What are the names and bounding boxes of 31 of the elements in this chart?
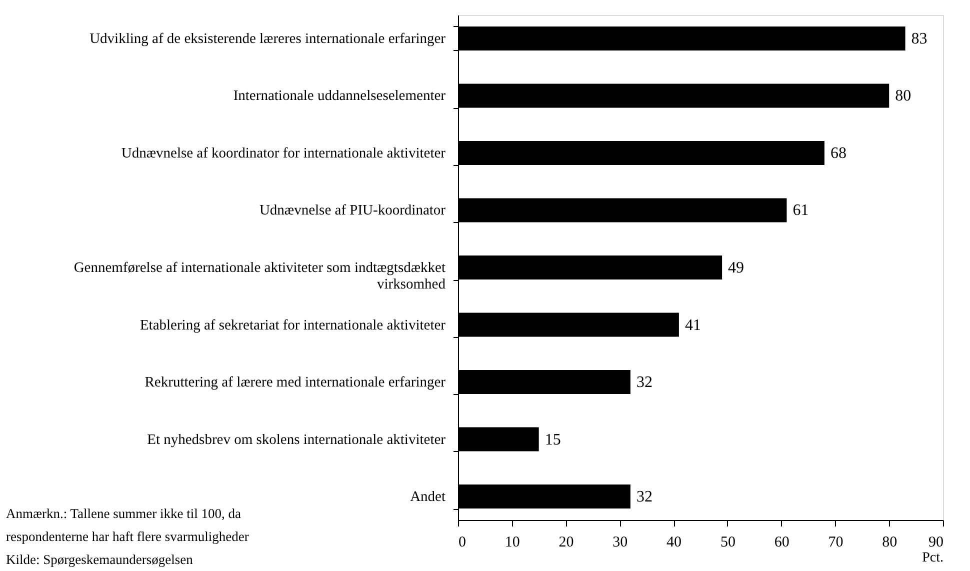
y-tick-label: Udnævnelse af PIU-koordinator	[259, 202, 446, 219]
data-label: 49	[728, 260, 744, 276]
y-tick-label: Internationale uddannelseselementer	[233, 88, 446, 104]
x-tick-label: 50	[720, 534, 736, 550]
x-tick-label: 30	[612, 534, 628, 550]
x-tick-label: 80	[882, 534, 898, 550]
x-tick-label: 40	[666, 534, 682, 550]
data-label: 15	[544, 431, 561, 448]
y-tick-label: Etablering af sekretariat for internationale aktiviteter	[140, 317, 446, 334]
data-label: 80	[895, 88, 912, 105]
text: Anmærkn.: Tallene summer ikke til 100, da respondenterne har haft flere svarmuligheder	[6, 506, 250, 544]
data-label: 32	[636, 488, 652, 506]
x-tick-label: 10	[504, 534, 520, 550]
y-tick-label: Andet	[410, 489, 446, 506]
data-label: 83	[911, 30, 928, 48]
x-axis-title: Pct.	[922, 550, 944, 566]
data-label: 32	[636, 374, 652, 392]
y-tick-label: Gennemførelse af internationale aktiviteter som indtægtsdækket virksomhed	[74, 260, 446, 292]
y-tick-label: Udvikling af de eksisterende læreres internationale erfaringer	[90, 30, 446, 47]
data-label: 41	[684, 316, 701, 334]
data-label: 68	[830, 144, 846, 162]
x-tick-label: 90	[928, 534, 944, 550]
y-tick-label: Et nyhedsbrev om skolens internationale aktiviteter	[147, 432, 446, 448]
data-label: 61	[792, 202, 809, 220]
x-tick-label: 0	[458, 534, 466, 550]
y-tick-label: Rekruttering af lærere med internationale erfaringer	[144, 374, 446, 391]
x-tick-label: 70	[828, 534, 844, 550]
text: Kilde: Spørgeskemaundersøgelsen	[6, 552, 194, 567]
x-tick-label: 60	[774, 534, 790, 550]
y-tick-label: Udnævnelse af koordinator for internationale aktiviteter	[121, 145, 446, 162]
x-tick-label: 20	[558, 534, 574, 550]
